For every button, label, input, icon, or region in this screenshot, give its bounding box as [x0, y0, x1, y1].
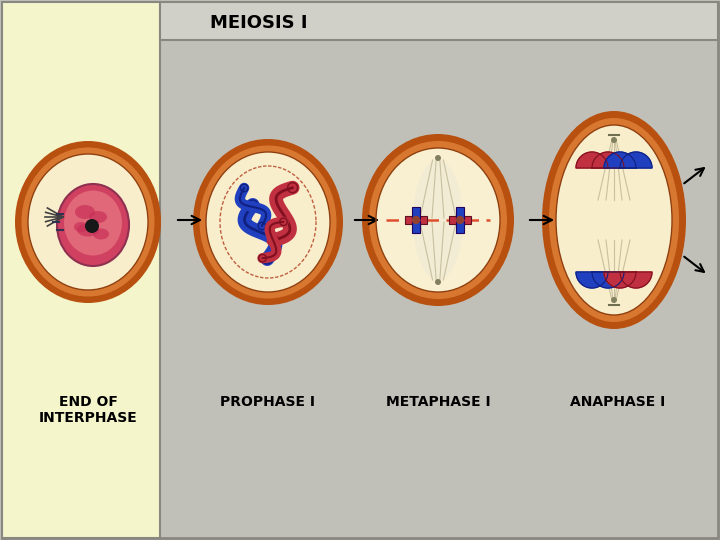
Circle shape — [456, 216, 464, 224]
Text: METAPHASE I: METAPHASE I — [386, 395, 490, 409]
Circle shape — [435, 279, 441, 285]
FancyArrow shape — [449, 216, 459, 224]
Circle shape — [85, 219, 99, 233]
Ellipse shape — [193, 139, 343, 305]
Circle shape — [611, 137, 617, 143]
Polygon shape — [592, 152, 624, 168]
Ellipse shape — [89, 211, 107, 223]
Ellipse shape — [57, 184, 129, 266]
Text: MEIOSIS I: MEIOSIS I — [210, 14, 307, 32]
FancyArrow shape — [456, 207, 464, 219]
Ellipse shape — [280, 218, 287, 226]
FancyArrow shape — [456, 221, 464, 233]
Ellipse shape — [28, 154, 148, 290]
Text: ANAPHASE I: ANAPHASE I — [570, 395, 665, 409]
Circle shape — [611, 297, 617, 303]
FancyArrow shape — [412, 221, 420, 233]
Ellipse shape — [542, 111, 686, 329]
Ellipse shape — [287, 183, 297, 193]
Text: END OF
INTERPHASE: END OF INTERPHASE — [39, 395, 138, 425]
Polygon shape — [576, 152, 608, 168]
Ellipse shape — [199, 145, 336, 299]
Ellipse shape — [22, 147, 155, 296]
Ellipse shape — [75, 205, 95, 219]
Ellipse shape — [258, 222, 266, 230]
Polygon shape — [576, 272, 608, 288]
Polygon shape — [604, 152, 636, 168]
Ellipse shape — [262, 254, 272, 264]
Ellipse shape — [15, 141, 161, 303]
FancyBboxPatch shape — [160, 2, 718, 40]
Polygon shape — [620, 152, 652, 168]
Ellipse shape — [74, 222, 88, 232]
FancyArrow shape — [461, 216, 471, 224]
Circle shape — [435, 155, 441, 161]
Polygon shape — [592, 272, 624, 288]
FancyBboxPatch shape — [2, 2, 160, 538]
Ellipse shape — [549, 118, 679, 322]
Polygon shape — [620, 272, 652, 288]
FancyArrow shape — [412, 207, 420, 219]
Ellipse shape — [369, 141, 507, 299]
Circle shape — [412, 216, 420, 224]
Ellipse shape — [248, 200, 258, 210]
Ellipse shape — [258, 254, 266, 262]
Ellipse shape — [376, 148, 500, 292]
Ellipse shape — [77, 224, 99, 237]
Ellipse shape — [240, 184, 248, 192]
Ellipse shape — [556, 125, 672, 315]
Ellipse shape — [413, 160, 463, 280]
FancyArrow shape — [417, 216, 427, 224]
FancyArrow shape — [405, 216, 415, 224]
Text: PROPHASE I: PROPHASE I — [220, 395, 315, 409]
Ellipse shape — [362, 134, 514, 306]
Ellipse shape — [64, 191, 122, 255]
Ellipse shape — [269, 235, 279, 245]
Polygon shape — [604, 272, 636, 288]
Ellipse shape — [93, 228, 109, 240]
Ellipse shape — [206, 152, 330, 292]
